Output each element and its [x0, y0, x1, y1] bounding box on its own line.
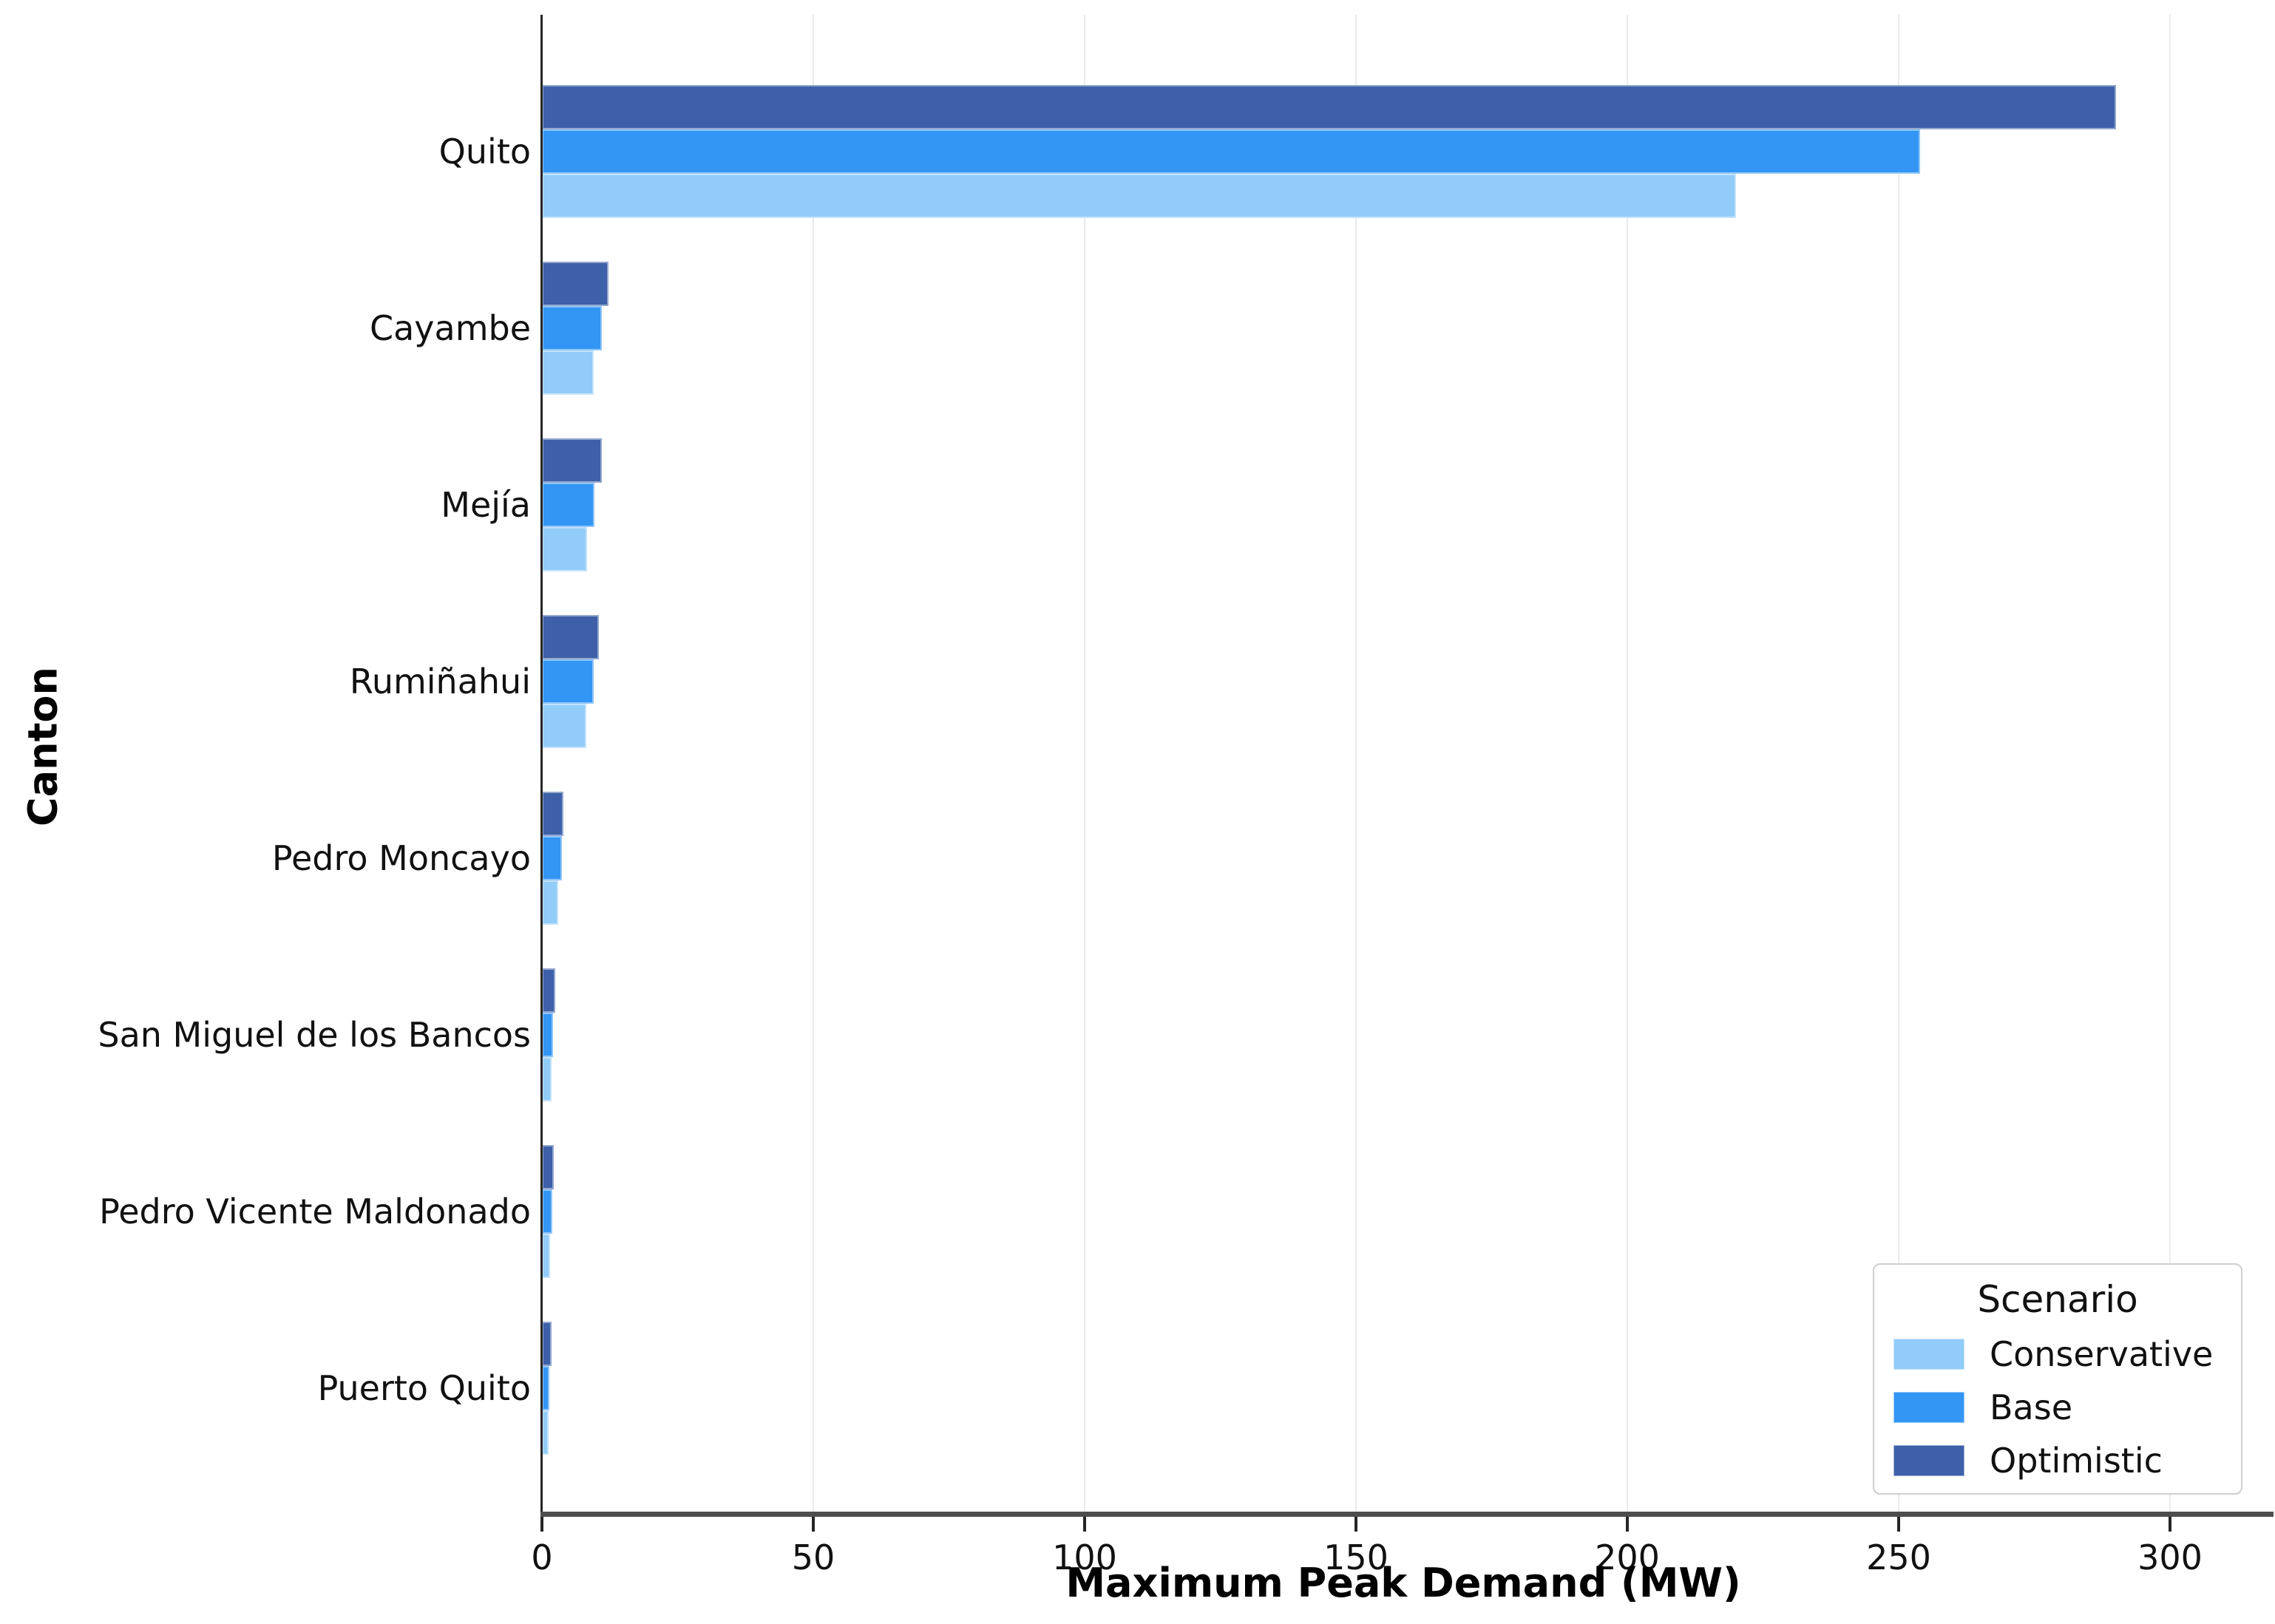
bar-optimistic — [542, 968, 556, 1013]
x-tick-label: 0 — [531, 1538, 553, 1577]
x-tick-label: 100 — [1052, 1538, 1117, 1577]
y-axis-title: Canton — [19, 667, 67, 826]
bar-optimistic — [542, 792, 564, 836]
legend-item: Base — [1893, 1387, 2222, 1427]
bar-base — [542, 836, 563, 880]
x-gridline — [2169, 15, 2171, 1514]
x-tick-mark — [1897, 1517, 1900, 1532]
category-label: Cayambe — [369, 308, 531, 348]
category-label: Quito — [438, 132, 531, 171]
x-tick-mark — [1083, 1517, 1086, 1532]
bar-base — [542, 306, 602, 350]
bar-base — [542, 1189, 552, 1234]
x-gridline — [1898, 15, 1899, 1514]
category-label: San Miguel de los Bancos — [98, 1015, 531, 1055]
legend-title: Scenario — [1977, 1278, 2138, 1321]
bar-optimistic — [542, 1145, 555, 1189]
bar-conservative — [542, 350, 594, 395]
bar-base — [542, 129, 1921, 174]
legend-items: Conservative Base Optimistic — [1893, 1334, 2222, 1494]
bar-conservative — [542, 174, 1736, 218]
bar-conservative — [542, 880, 559, 925]
x-tick-label: 300 — [2137, 1538, 2203, 1577]
category-label: Puerto Quito — [317, 1368, 531, 1408]
bar-conservative — [542, 1410, 549, 1455]
x-tick-label: 50 — [791, 1538, 835, 1577]
x-tick-label: 200 — [1595, 1538, 1660, 1577]
legend-swatch-base — [1893, 1392, 1964, 1423]
x-tick-label: 250 — [1866, 1538, 1931, 1577]
category-label: Mejía — [441, 485, 531, 525]
legend-swatch-optimistic — [1893, 1445, 1964, 1476]
bar-optimistic — [542, 262, 609, 306]
x-tick-mark — [1626, 1517, 1629, 1532]
x-gridline — [1627, 15, 1628, 1514]
bar-base — [542, 483, 595, 527]
x-axis-line — [540, 1512, 2274, 1517]
x-tick-mark — [2169, 1517, 2171, 1532]
bar-optimistic — [542, 438, 602, 483]
legend-item: Optimistic — [1893, 1441, 2222, 1481]
bar-base — [542, 659, 594, 704]
bar-base — [542, 1013, 553, 1057]
category-label: Pedro Moncayo — [271, 838, 531, 878]
legend-swatch-conservative — [1893, 1339, 1964, 1370]
category-label: Rumiñahui — [349, 662, 531, 701]
legend-item-label: Optimistic — [1990, 1441, 2163, 1481]
legend-item-label: Conservative — [1990, 1334, 2214, 1374]
x-tick-mark — [540, 1517, 543, 1532]
x-tick-label: 150 — [1323, 1538, 1389, 1577]
legend-item-label: Base — [1990, 1387, 2073, 1427]
y-axis-spine — [540, 15, 543, 1514]
x-gridline — [1084, 15, 1085, 1514]
x-tick-mark — [1355, 1517, 1357, 1532]
bar-base — [542, 1366, 550, 1410]
bar-conservative — [542, 1234, 550, 1278]
legend-item: Conservative — [1893, 1334, 2222, 1374]
bar-optimistic — [542, 615, 600, 659]
bar-conservative — [542, 704, 587, 748]
bar-conservative — [542, 1057, 552, 1101]
x-axis-title: Maximum Peak Demand (MW) — [1065, 1560, 1741, 1606]
x-gridline — [1355, 15, 1357, 1514]
bar-optimistic — [542, 85, 2116, 129]
legend: Scenario Conservative Base Optimistic — [1873, 1263, 2242, 1495]
bar-conservative — [542, 527, 587, 571]
bar-optimistic — [542, 1322, 552, 1366]
category-label: Pedro Vicente Maldonado — [99, 1192, 531, 1231]
x-gridline — [813, 15, 814, 1514]
x-tick-mark — [812, 1517, 815, 1532]
